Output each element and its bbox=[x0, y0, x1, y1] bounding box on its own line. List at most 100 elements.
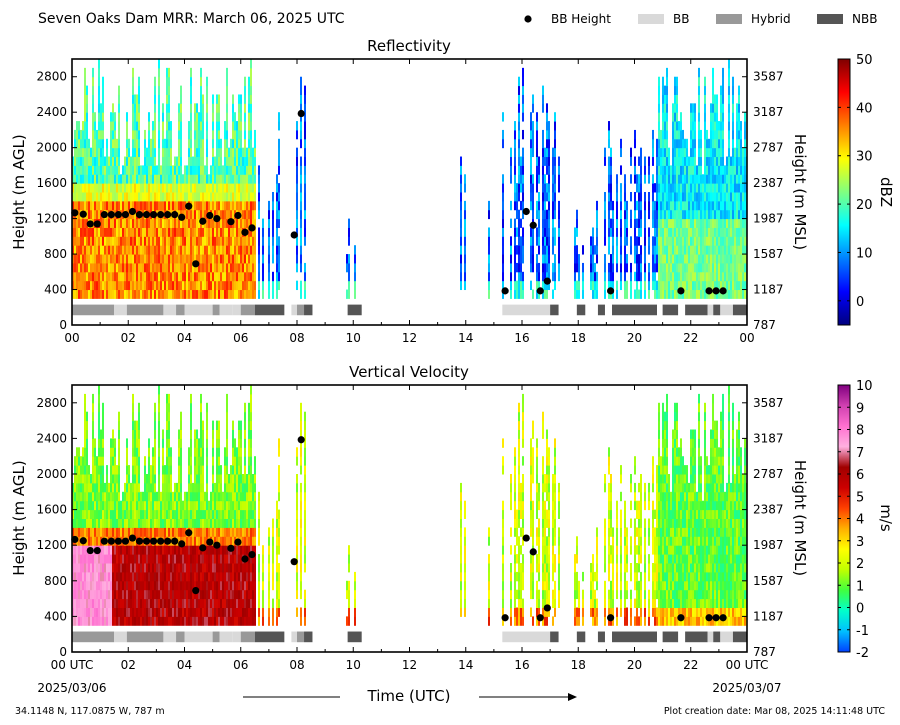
heat-cell bbox=[544, 183, 546, 193]
heat-cell bbox=[674, 271, 676, 282]
heat-cell bbox=[658, 209, 660, 220]
heat-cell bbox=[148, 554, 150, 564]
heat-cell bbox=[86, 536, 88, 546]
heat-cell bbox=[200, 112, 202, 122]
heat-cell bbox=[206, 227, 208, 237]
heat-cell bbox=[100, 112, 102, 122]
heat-cell bbox=[460, 209, 462, 220]
heat-cell bbox=[88, 607, 90, 617]
heat-cell bbox=[84, 527, 86, 537]
heat-cell bbox=[174, 491, 176, 502]
heat-cell bbox=[152, 138, 154, 149]
heat-cell bbox=[174, 500, 176, 511]
heat-cell bbox=[240, 280, 242, 291]
heat-cell bbox=[210, 254, 212, 264]
heat-cell bbox=[178, 112, 180, 122]
heat-cell bbox=[648, 156, 650, 166]
heat-cell bbox=[134, 527, 136, 537]
heat-cell bbox=[110, 165, 112, 175]
heat-cell bbox=[74, 192, 76, 202]
heat-cell bbox=[662, 112, 664, 122]
heat-cell bbox=[684, 156, 686, 166]
heat-cell bbox=[730, 200, 732, 211]
heat-cell bbox=[718, 129, 720, 140]
heat-cell bbox=[638, 156, 640, 166]
heat-cell bbox=[84, 236, 86, 246]
heat-cell bbox=[686, 183, 688, 193]
heat-cell bbox=[158, 262, 160, 273]
heat-cell bbox=[110, 271, 112, 282]
heat-cell bbox=[146, 236, 148, 246]
heat-cell bbox=[624, 209, 626, 220]
heat-cell bbox=[154, 200, 156, 211]
heat-cell bbox=[80, 129, 82, 140]
heat-cell bbox=[134, 518, 136, 528]
heat-cell bbox=[158, 129, 160, 140]
heat-cell bbox=[190, 289, 192, 299]
heat-cell bbox=[176, 289, 178, 299]
heat-cell bbox=[78, 518, 80, 528]
heat-cell bbox=[86, 103, 88, 113]
heat-cell bbox=[94, 447, 96, 457]
heat-cell bbox=[158, 500, 160, 511]
heat-cell bbox=[178, 129, 180, 140]
heat-cell bbox=[78, 147, 80, 158]
heat-cell bbox=[658, 218, 660, 228]
heat-cell bbox=[604, 192, 606, 202]
heat-cell bbox=[94, 571, 96, 582]
heat-cell bbox=[158, 271, 160, 282]
heat-cell bbox=[166, 254, 168, 264]
heat-cell bbox=[116, 271, 118, 282]
heat-cell bbox=[112, 262, 114, 273]
heat-cell bbox=[710, 156, 712, 166]
heat-cell bbox=[590, 254, 592, 264]
heat-cell bbox=[140, 271, 142, 282]
heat-cell bbox=[150, 262, 152, 273]
heat-cell bbox=[174, 545, 176, 555]
heat-cell bbox=[690, 103, 692, 113]
heat-cell bbox=[152, 254, 154, 264]
heat-cell bbox=[84, 411, 86, 422]
heat-cell bbox=[222, 245, 224, 255]
heat-cell bbox=[626, 254, 628, 264]
heat-cell bbox=[278, 271, 280, 282]
heat-cell bbox=[110, 121, 112, 131]
heat-cell bbox=[690, 200, 692, 211]
heat-cell bbox=[518, 254, 520, 264]
heat-cell bbox=[200, 138, 202, 149]
heat-cell bbox=[136, 509, 138, 519]
heat-cell bbox=[188, 121, 190, 131]
heat-cell bbox=[142, 254, 144, 264]
heat-cell bbox=[710, 262, 712, 273]
heat-cell bbox=[696, 289, 698, 299]
heat-cell bbox=[110, 456, 112, 466]
heat-cell bbox=[530, 280, 532, 291]
heat-cell bbox=[78, 589, 80, 600]
heat-cell bbox=[250, 262, 252, 273]
heat-cell bbox=[76, 616, 78, 626]
heat-cell bbox=[262, 262, 264, 273]
heat-cell bbox=[736, 183, 738, 193]
heat-cell bbox=[238, 192, 240, 202]
heat-cell bbox=[112, 509, 114, 519]
heat-cell bbox=[150, 554, 152, 564]
heat-cell bbox=[90, 254, 92, 264]
heat-cell bbox=[148, 438, 150, 448]
heat-cell bbox=[152, 192, 154, 202]
heat-cell bbox=[136, 138, 138, 149]
heat-cell bbox=[722, 156, 724, 166]
heat-cell bbox=[542, 236, 544, 246]
heat-cell bbox=[670, 200, 672, 211]
heat-cell bbox=[112, 280, 114, 291]
heat-cell bbox=[164, 138, 166, 149]
heat-cell bbox=[740, 280, 742, 291]
heat-cell bbox=[192, 200, 194, 211]
heat-cell bbox=[154, 554, 156, 564]
heat-cell bbox=[502, 138, 504, 149]
heat-cell bbox=[724, 165, 726, 175]
heat-cell bbox=[78, 227, 80, 237]
figure-title: Seven Oaks Dam MRR: March 06, 2025 UTC bbox=[38, 11, 345, 27]
heat-cell bbox=[200, 280, 202, 291]
heat-cell bbox=[220, 138, 222, 149]
heat-cell bbox=[720, 289, 722, 299]
